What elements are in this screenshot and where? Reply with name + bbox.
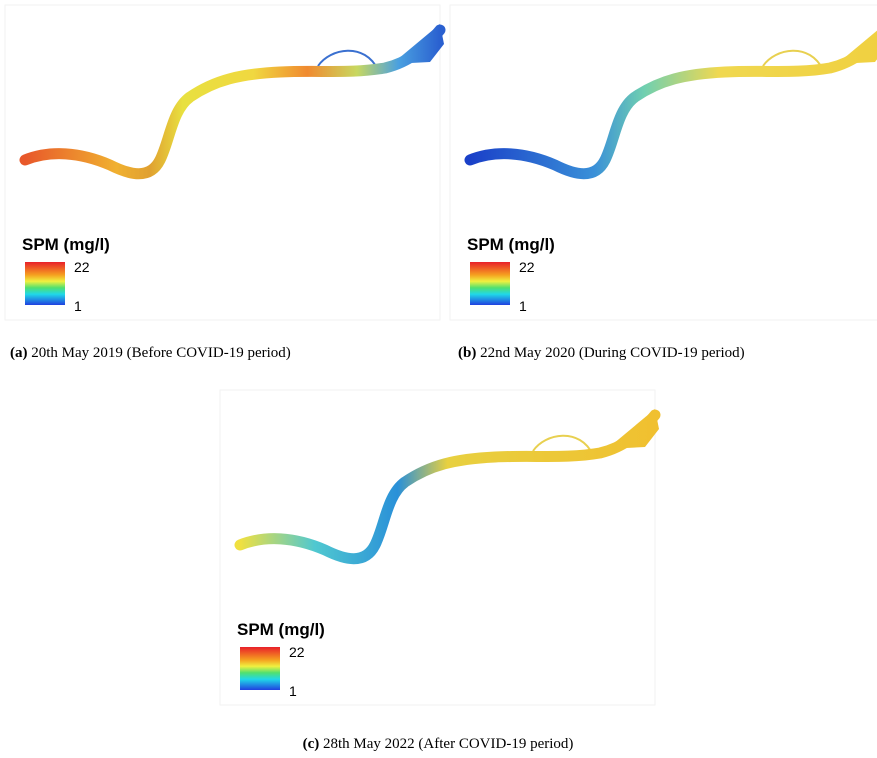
figure: SPM (mg/l) 22 1 (a) 20th May 2019 (Before C…: [0, 0, 877, 758]
caption-label: (c): [303, 736, 320, 752]
caption-label: (b): [458, 345, 476, 361]
caption-text: 28th May 2022 (After COVID-19 period): [323, 736, 573, 752]
river-mouth: [392, 24, 444, 64]
legend-min: 1: [74, 298, 82, 314]
river: [240, 415, 655, 559]
caption-label: (a): [10, 345, 28, 361]
legend-title: SPM (mg/l): [237, 620, 325, 639]
panel-frame: [220, 390, 655, 705]
map-panel: SPM (mg/l) 22 1: [5, 5, 444, 320]
panel-frame: [450, 5, 877, 320]
caption: (c) 28th May 2022 (After COVID-19 period…: [303, 736, 574, 752]
legend-colorbar: [470, 262, 510, 305]
legend-title: SPM (mg/l): [467, 235, 555, 254]
legend-max: 22: [289, 644, 305, 660]
legend-title: SPM (mg/l): [22, 235, 110, 254]
legend-min: 1: [519, 298, 527, 314]
river-mouth: [607, 409, 659, 449]
legend-max: 22: [74, 259, 90, 275]
caption: (b) 22nd May 2020 (During COVID-19 perio…: [458, 345, 745, 361]
legend-max: 22: [519, 259, 535, 275]
map-panel: SPM (mg/l) 22 1: [220, 390, 659, 705]
river: [470, 30, 877, 174]
map-panel: SPM (mg/l) 22 1: [450, 5, 877, 320]
caption-text: 22nd May 2020 (During COVID-19 period): [480, 345, 745, 361]
caption-text: 20th May 2019 (Before COVID-19 period): [31, 345, 291, 361]
legend-colorbar: [240, 647, 280, 690]
legend-min: 1: [289, 683, 297, 699]
caption: (a) 20th May 2019 (Before COVID-19 perio…: [10, 345, 291, 361]
river: [25, 30, 440, 174]
panel-frame: [5, 5, 440, 320]
legend-colorbar: [25, 262, 65, 305]
figure-canvas: SPM (mg/l) 22 1 (a) 20th May 2019 (Before C…: [0, 0, 877, 758]
